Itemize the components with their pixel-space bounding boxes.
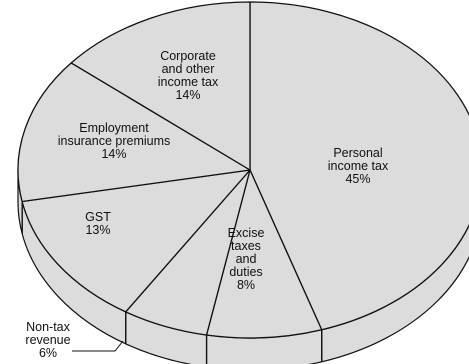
pie-slice-4 [17,62,251,203]
pie-slice-5 [70,1,251,171]
pie-labels: Personal income tax 45% Excise taxes and dutie… [25,49,389,360]
pie-label-2: Non-tax revenue 6% [25,320,70,360]
pie-label-4: Employment insurance premiums 14% [58,121,171,161]
pie-callout-line-2 [72,340,124,352]
pie-label-3: GST 13% [85,210,111,237]
pie-slice-0 [249,1,469,331]
pie-top-faces [17,1,469,339]
pie-label-1: Excise taxes and duties 8% [228,226,265,292]
pie-label-0: Personal income tax 45% [328,146,389,186]
pie-callouts [72,340,124,352]
pie-slice-3 [21,169,251,313]
pie-slice-1 [205,169,323,339]
pie-label-5: Corporate and other income tax 14% [158,49,219,102]
pie-side-walls [17,169,469,364]
